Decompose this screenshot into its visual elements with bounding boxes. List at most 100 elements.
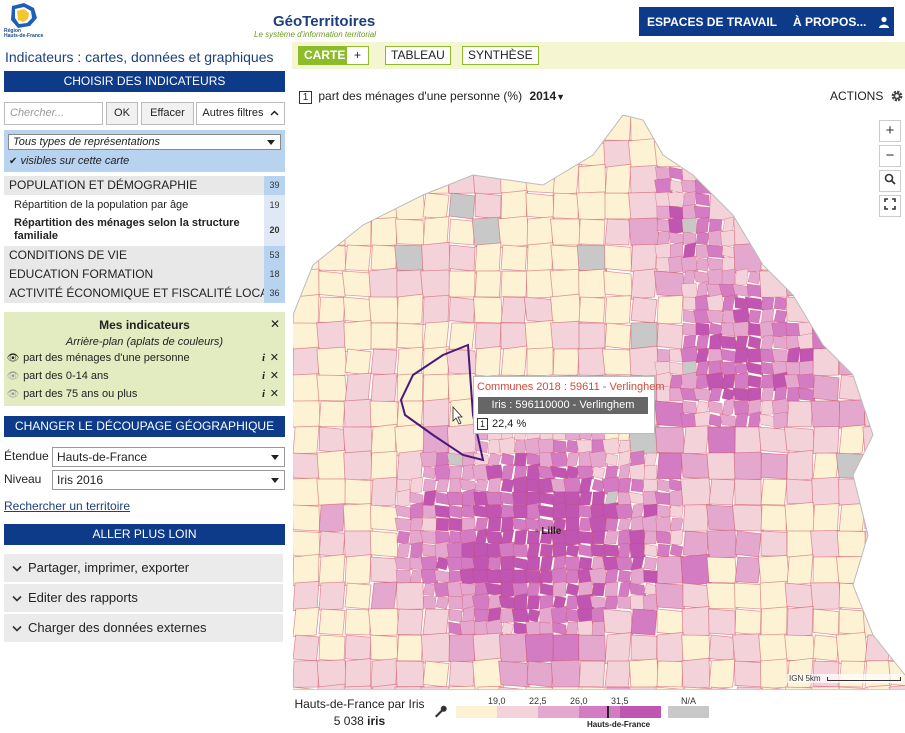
iris-cell[interactable]	[695, 373, 710, 390]
iris-cell[interactable]	[500, 580, 515, 599]
iris-cell[interactable]	[747, 335, 762, 350]
iris-cell[interactable]	[695, 231, 710, 246]
iris-cell[interactable]	[656, 322, 684, 350]
iris-cell[interactable]	[681, 606, 711, 638]
iris-cell[interactable]	[318, 190, 346, 222]
iris-cell[interactable]	[680, 553, 712, 587]
iris-cell[interactable]	[811, 115, 841, 143]
iris-cell[interactable]	[500, 452, 515, 467]
iris-cell[interactable]	[734, 166, 762, 194]
iris-cell[interactable]	[500, 621, 515, 636]
iris-cell[interactable]	[422, 504, 437, 519]
edit-reports-accordion[interactable]: Editer des rapports	[4, 584, 283, 612]
iris-cell[interactable]	[316, 115, 348, 142]
iris-cell[interactable]	[552, 348, 580, 376]
subcategory-age[interactable]: Répartition de la population par âge 19	[4, 195, 285, 215]
iris-cell[interactable]	[500, 296, 528, 324]
iris-cell[interactable]	[812, 140, 840, 168]
iris-cell[interactable]	[838, 140, 866, 168]
iris-cell[interactable]	[601, 348, 635, 376]
iris-cell[interactable]	[667, 192, 686, 207]
iris-cell[interactable]	[615, 556, 634, 571]
iris-cell[interactable]	[862, 424, 894, 456]
iris-cell[interactable]	[487, 517, 502, 532]
iris-cell[interactable]	[721, 268, 736, 287]
iris-cell[interactable]	[656, 294, 684, 326]
iris-cell[interactable]	[604, 115, 632, 142]
iris-cell[interactable]	[681, 657, 711, 689]
iris-cell[interactable]	[654, 426, 686, 454]
iris-cell[interactable]	[342, 296, 374, 324]
iris-cell[interactable]	[721, 373, 736, 390]
iris-cell[interactable]	[812, 556, 840, 584]
iris-cell[interactable]	[343, 450, 373, 482]
iris-cell[interactable]	[706, 556, 738, 584]
about-menu[interactable]: À PROPOS...	[793, 14, 867, 29]
iris-cell[interactable]	[370, 189, 398, 223]
iris-cell[interactable]	[733, 399, 750, 416]
iris-cell[interactable]	[630, 296, 658, 324]
iris-cell[interactable]	[369, 530, 399, 558]
iris-cell[interactable]	[734, 582, 762, 610]
iris-cell[interactable]	[784, 582, 816, 610]
iris-cell[interactable]	[448, 192, 476, 220]
iris-cell[interactable]	[837, 322, 867, 350]
iris-cell[interactable]	[862, 374, 894, 402]
iris-cell[interactable]	[656, 555, 684, 585]
iris-cell[interactable]	[293, 553, 320, 587]
iris-cell[interactable]	[563, 476, 582, 495]
iris-cell[interactable]	[812, 425, 840, 455]
iris-cell[interactable]	[786, 530, 814, 558]
iris-cell[interactable]	[681, 164, 698, 183]
iris-cell[interactable]	[629, 164, 659, 196]
iris-cell[interactable]	[537, 504, 556, 519]
iris-cell[interactable]	[706, 294, 725, 313]
iris-cell[interactable]	[630, 243, 658, 273]
iris-cell[interactable]	[539, 543, 554, 558]
iris-cell[interactable]	[293, 686, 320, 689]
go-further-header[interactable]: ALLER PLUS LOIN	[4, 524, 285, 545]
iris-cell[interactable]	[293, 140, 320, 168]
iris-cell[interactable]	[694, 178, 711, 195]
iris-cell[interactable]	[565, 595, 580, 610]
iris-cell[interactable]	[316, 320, 348, 352]
iris-cell[interactable]	[731, 504, 765, 532]
iris-cell[interactable]	[887, 322, 905, 350]
iris-cell[interactable]	[862, 556, 894, 584]
iris-cell[interactable]	[784, 634, 816, 662]
iris-cell[interactable]	[539, 621, 554, 636]
iris-cell[interactable]	[718, 335, 739, 350]
iris-cell[interactable]	[578, 268, 606, 300]
iris-cell[interactable]	[293, 607, 320, 637]
iris-cell[interactable]	[550, 320, 582, 352]
iris-cell[interactable]	[707, 426, 737, 454]
iris-cell[interactable]	[500, 322, 528, 350]
iris-cell[interactable]	[578, 322, 606, 350]
iris-cell[interactable]	[396, 322, 424, 350]
iris-cell[interactable]	[682, 322, 697, 337]
iris-cell[interactable]	[603, 543, 620, 558]
iris-cell[interactable]	[395, 660, 425, 688]
iris-cell[interactable]	[760, 386, 775, 403]
iris-cell[interactable]	[810, 529, 842, 559]
iris-cell[interactable]	[890, 452, 905, 480]
iris-cell[interactable]	[838, 115, 866, 142]
iris-cell[interactable]	[630, 478, 645, 493]
iris-cell[interactable]	[708, 400, 723, 415]
iris-cell[interactable]	[512, 491, 529, 506]
iris-cell[interactable]	[838, 218, 866, 246]
iris-cell[interactable]	[422, 660, 450, 688]
remove-icon[interactable]: ✕	[269, 370, 279, 382]
choose-indicators-header[interactable]: CHOISIR DES INDICATEURS	[4, 71, 285, 92]
iris-cell[interactable]	[318, 553, 346, 587]
iris-cell[interactable]	[604, 517, 619, 532]
iris-cell[interactable]	[512, 569, 529, 584]
search-territory-link[interactable]: Rechercher un territoire	[4, 499, 131, 513]
iris-cell[interactable]	[630, 634, 658, 662]
iris-cell[interactable]	[422, 115, 450, 142]
iris-cell[interactable]	[343, 163, 373, 197]
iris-cell[interactable]	[550, 659, 582, 689]
iris-cell[interactable]	[643, 464, 658, 481]
iris-cell[interactable]	[435, 595, 450, 610]
iris-cell[interactable]	[293, 580, 320, 612]
